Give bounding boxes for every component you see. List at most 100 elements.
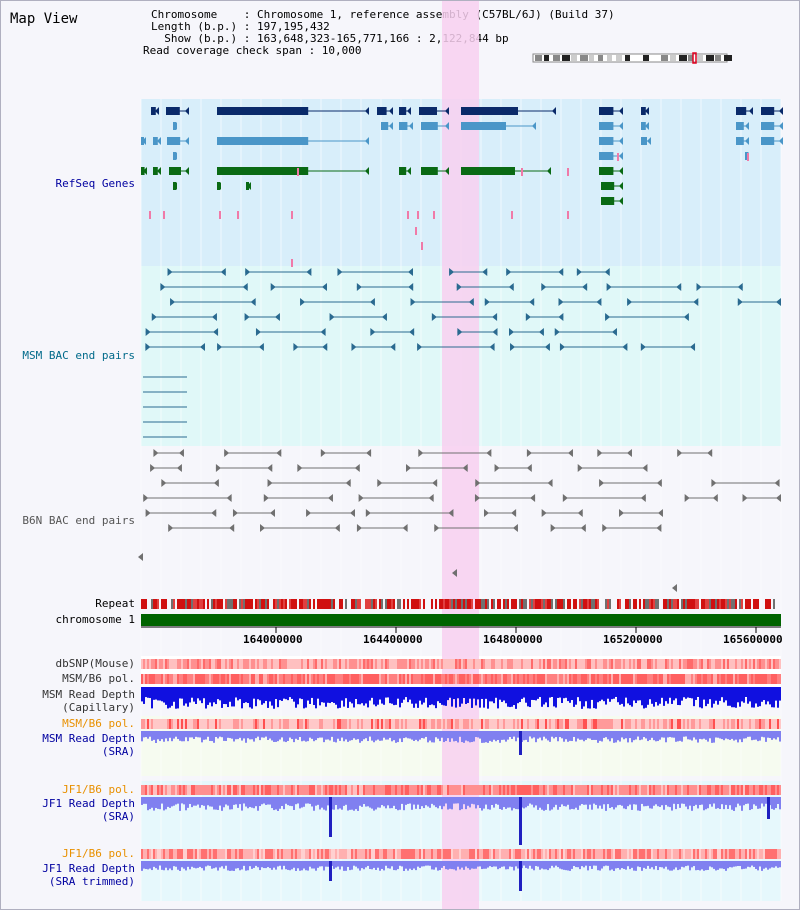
jf1-trimmed-depth-bar [385, 861, 387, 866]
jf1-b6-polymorphism-bin [419, 785, 421, 795]
msm-b6-polymorphism-bin [445, 719, 447, 729]
msm-b6-polymorphism-bin [327, 719, 329, 729]
msm-b6-polymorphism-bin [349, 719, 351, 729]
jf1-sra-depth-bar [577, 797, 579, 810]
msm-b6-polymorphism-bin [629, 674, 631, 684]
msm-b6-polymorphism-bin [603, 719, 605, 729]
dbsnp-density-bin [757, 659, 759, 669]
dbsnp-density-bin [433, 659, 435, 669]
msm-capillary-depth-bar [759, 687, 761, 707]
msm-b6-polymorphism-bin [523, 719, 525, 729]
refseq-strand-arrow [185, 167, 189, 175]
jf1-b6-polymorphism-bin [539, 849, 541, 859]
dbsnp-density-bin [703, 659, 705, 669]
jf1-sra-depth-bar [243, 797, 245, 804]
msm-sra-depth-bar [617, 731, 619, 741]
jf1-b6-polymorphism-bin [351, 785, 353, 795]
jf1-trimmed-depth-bar [323, 861, 325, 871]
dbsnp-density-bin [239, 659, 241, 669]
msm-capillary-depth-bar [583, 687, 585, 707]
msm-bac-pair-end-marker [690, 343, 696, 351]
dbsnp-density-bin [379, 659, 381, 669]
jf1-b6-polymorphism-bin [583, 785, 585, 795]
repeat-element [371, 599, 373, 609]
msm-capillary-depth-bar [207, 687, 209, 705]
repeat-element [415, 599, 417, 609]
jf1-sra-depth-bar [245, 797, 247, 807]
msm-sra-depth-bar [729, 731, 731, 740]
repeat-element [581, 599, 583, 609]
jf1-sra-depth-bar [541, 797, 543, 810]
msm-b6-polymorphism-bin [647, 674, 649, 684]
msm-sra-depth-bar [777, 731, 779, 738]
msm-b6-polymorphism-bin [715, 719, 717, 729]
msm-capillary-depth-bar [723, 687, 725, 703]
msm-sra-depth-bar [439, 731, 441, 742]
track-label-b6n-bac[interactable]: B6N BAC end pairs [22, 514, 135, 527]
jf1-sra-depth-bar [551, 797, 553, 810]
jf1-trimmed-depth-bar [413, 861, 415, 869]
b6n-bac-pair-end-marker [150, 464, 156, 472]
msm-b6-polymorphism-bin [333, 719, 335, 729]
msm-capillary-depth-bar [277, 687, 279, 708]
dbsnp-density-bin [615, 659, 617, 669]
repeat-element [541, 599, 543, 609]
refseq-strand-arrow [247, 182, 251, 190]
b6n-bac-pair-end-marker [776, 494, 781, 502]
jf1-b6-polymorphism-bin [329, 849, 331, 859]
msm-b6-polymorphism-bin [753, 674, 755, 684]
jf1-sra-depth-bar [683, 797, 685, 804]
jf1-sra-depth-bar [261, 797, 263, 805]
msm-capillary-depth-bar [145, 687, 147, 698]
msm-b6-polymorphism-bin [265, 674, 267, 684]
msm-b6-polymorphism-bin [465, 674, 467, 684]
msm-b6-polymorphism-bin [761, 674, 763, 684]
jf1-sra-depth-bar [529, 797, 531, 804]
jf1-b6-polymorphism-bin [143, 849, 145, 859]
jf1-b6-polymorphism-bin [363, 849, 365, 859]
jf1-sra-depth-bar [179, 797, 181, 811]
repeat-element [491, 599, 493, 609]
msm-b6-polymorphism-bin [577, 719, 579, 729]
msm-capillary-depth-bar [751, 687, 753, 708]
msm-sra-depth-bar [371, 731, 373, 741]
dbsnp-density-bin [235, 659, 237, 669]
track-label-refseq[interactable]: RefSeq Genes [55, 177, 135, 190]
msm-b6-polymorphism-bin [713, 674, 715, 684]
msm-capillary-depth-bar [401, 687, 403, 703]
jf1-b6-polymorphism-bin [669, 849, 671, 859]
msm-sra-depth-bar [309, 731, 311, 738]
jf1-b6-polymorphism-bin [187, 785, 189, 795]
msm-capillary-depth-bar [177, 687, 179, 709]
msm-b6-polymorphism-bin [749, 719, 751, 729]
msm-b6-polymorphism-bin [677, 674, 679, 684]
msm-sra-depth-bar [147, 731, 149, 739]
msm-sra-depth-bar [413, 731, 415, 741]
jf1-b6-polymorphism-bin [437, 785, 439, 795]
b6n-bac-pair-end-marker [402, 524, 408, 532]
b6n-bac-pair-end-marker [354, 464, 360, 472]
jf1-b6-polymorphism-bin [525, 785, 527, 795]
msm-capillary-depth-bar [567, 687, 569, 702]
jf1-sra-depth-bar [575, 797, 577, 808]
jf1-b6-polymorphism-bin [221, 785, 223, 795]
jf1-sra-depth-bar [665, 797, 667, 805]
track-label-msm-bac[interactable]: MSM BAC end pairs [22, 349, 135, 362]
jf1-b6-polymorphism-bin [357, 785, 359, 795]
dbsnp-density-bin [711, 659, 713, 669]
repeat-element [331, 599, 333, 609]
jf1-b6-polymorphism-bin [533, 785, 535, 795]
refseq-strand-arrow [217, 182, 221, 190]
dbsnp-density-bin [597, 659, 599, 669]
msm-sra-depth-bar [257, 731, 259, 737]
refseq-strand-arrow [745, 122, 749, 130]
jf1-sra-depth-bar [629, 797, 631, 805]
repeat-element [629, 599, 631, 609]
msm-capillary-depth-bar [373, 687, 375, 705]
msm-bac-pair-end-marker [356, 283, 362, 291]
dbsnp-density-bin [459, 659, 461, 669]
msm-b6-polymorphism-bin [159, 719, 161, 729]
msm-b6-polymorphism-bin [583, 719, 585, 729]
jf1-b6-polymorphism-bin [711, 785, 713, 795]
